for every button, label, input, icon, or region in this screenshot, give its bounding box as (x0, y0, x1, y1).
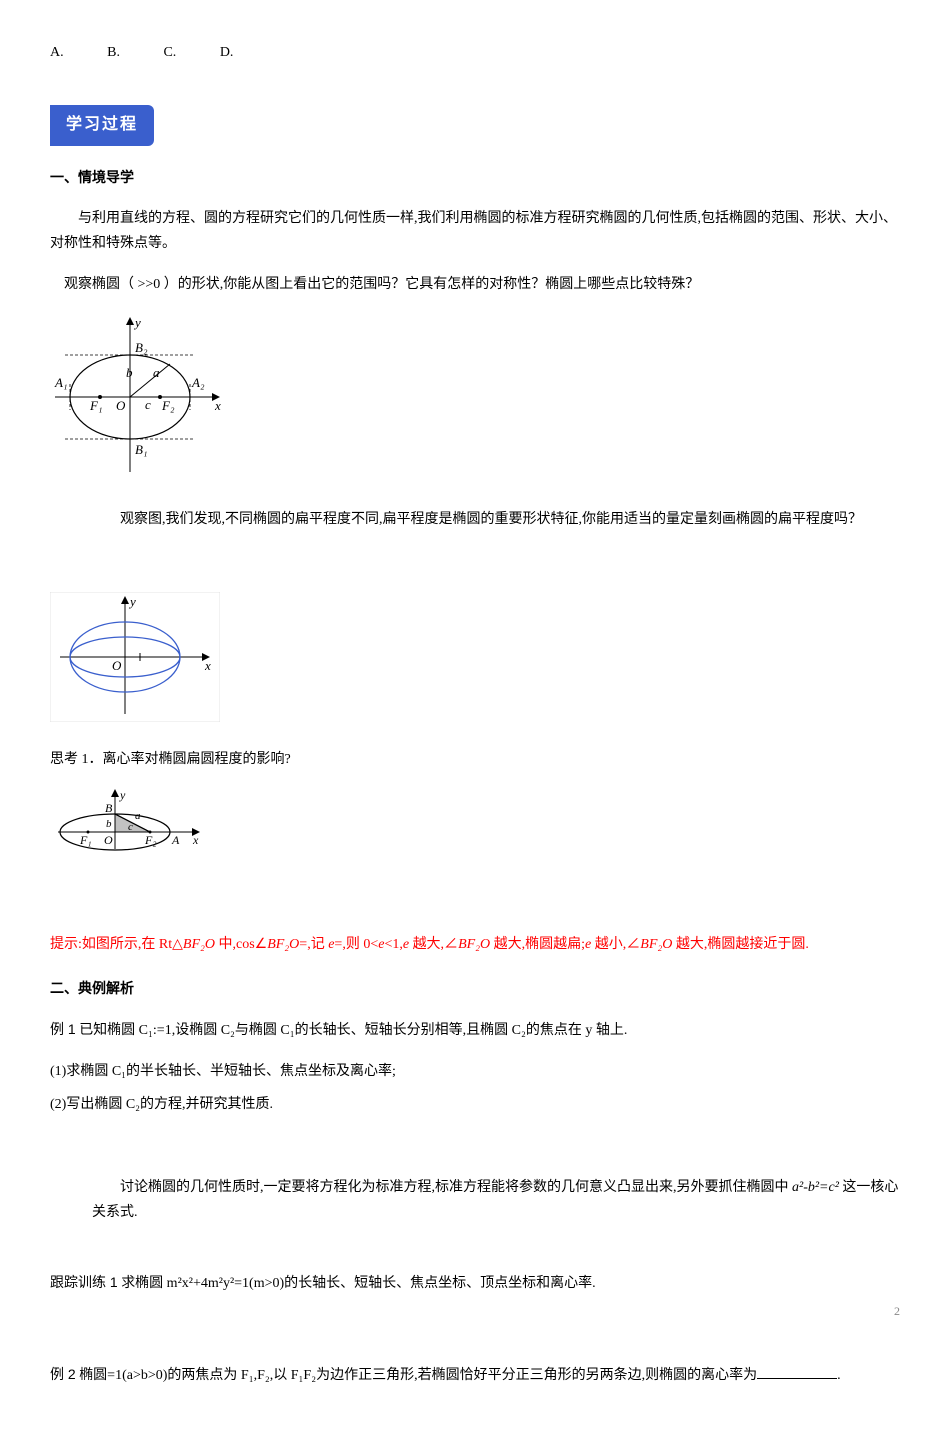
option-a: A. (50, 45, 64, 60)
example-2: 例 2 椭圆=1(a>b>0)的两焦点为 F₁,F₂,以 F₁F₂为边作正三角形… (50, 1362, 900, 1388)
svg-text:B: B (105, 801, 113, 815)
svg-text:c: c (145, 397, 151, 412)
svg-text:O: O (116, 398, 126, 413)
svg-text:x: x (204, 658, 211, 673)
svg-text:b: b (106, 818, 112, 830)
answer-options: A. B. C. D. (50, 40, 900, 65)
intro-paragraph-2: 观察椭圆（ >>0 ）的形状,你能从图上看出它的范围吗？它具有怎样的对称性？椭圆… (50, 272, 900, 297)
option-b: B. (107, 45, 120, 60)
discussion-text: 讨论椭圆的几何性质时,一定要将方程化为标准方程,标准方程能将参数的几何意义凸显出… (92, 1175, 900, 1225)
option-c: C. (163, 45, 176, 60)
two-ellipses-figure: y x O (50, 592, 900, 722)
section2-heading: 二、典例解析 (50, 977, 900, 1002)
observation-paragraph: 观察图,我们发现,不同椭圆的扁平程度不同,扁平程度是椭圆的重要形状特征,你能用适… (92, 507, 900, 532)
section1-heading: 一、情境导学 (50, 166, 900, 191)
svg-text:F₂: F₂ (161, 398, 175, 413)
example-1-q1: (1)求椭圆 C₁的半长轴长、半短轴长、焦点坐标及离心率; (50, 1059, 900, 1084)
fill-blank (757, 1365, 837, 1379)
intro-paragraph-1: 与利用直线的方程、圆的方程研究它们的几何性质一样,我们利用椭圆的标准方程研究椭圆… (50, 206, 900, 256)
hint-text: 提示:如图所示,在 Rt△BF₂O 中,cos∠BF₂O=,记 e=,则 0<e… (50, 932, 900, 957)
svg-text:y: y (133, 315, 141, 330)
svg-text:O: O (104, 833, 113, 847)
option-d: D. (220, 45, 234, 60)
eccentricity-figure: y x O B A F₁ F₂ b a c (50, 787, 900, 857)
svg-text:a: a (135, 810, 141, 822)
example-1-q2: (2)写出椭圆 C₂的方程,并研究其性质. (50, 1092, 900, 1117)
svg-text:B₂: B₂ (135, 340, 148, 355)
page-number: 2 (894, 1301, 900, 1323)
svg-text:a: a (153, 365, 160, 380)
section-header: 学习过程 (50, 105, 154, 146)
svg-text:F₁: F₁ (79, 833, 92, 847)
svg-text:y: y (119, 788, 126, 802)
svg-text:c: c (128, 821, 133, 833)
svg-text:b: b (126, 365, 133, 380)
example-1: 例 1 已知椭圆 C₁:=1,设椭圆 C₂与椭圆 C₁的长轴长、短轴长分别相等,… (50, 1017, 900, 1043)
svg-text:B₁: B₁ (135, 442, 147, 457)
svg-text:F₂: F₂ (144, 833, 157, 847)
thinking-1: 思考 1．离心率对椭圆扁圆程度的影响? (50, 747, 900, 772)
svg-text:A₂: A₂ (191, 375, 205, 390)
svg-text:A₁: A₁ (54, 375, 67, 390)
svg-text:O: O (112, 658, 122, 673)
ellipse-axes-figure: y x B₂ B₁ A₁ A₂ F₁ F₂ O b a c (50, 312, 900, 482)
practice-1: 跟踪训练 1 求椭圆 m²x²+4m²y²=1(m>0)的长轴长、短轴长、焦点坐… (50, 1270, 900, 1296)
svg-text:y: y (128, 594, 136, 609)
svg-text:x: x (214, 398, 221, 413)
svg-text:F₁: F₁ (89, 398, 102, 413)
svg-text:A: A (171, 833, 180, 847)
svg-text:x: x (192, 833, 199, 847)
